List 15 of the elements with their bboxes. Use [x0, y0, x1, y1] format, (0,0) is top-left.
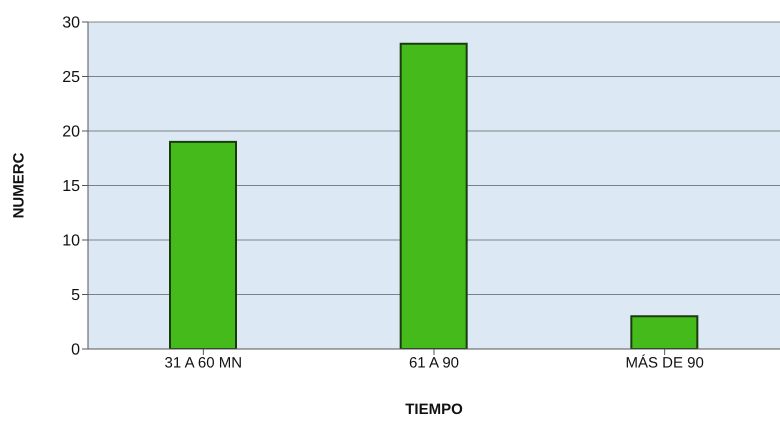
y-tick-label: 5	[71, 287, 80, 304]
y-tick-label: 15	[62, 178, 80, 196]
y-tick-label: 25	[62, 69, 80, 86]
y-tick-label: 10	[62, 232, 80, 250]
bar	[630, 315, 698, 349]
y-axis-title: NUMERC	[10, 152, 28, 218]
bar	[400, 42, 468, 349]
bar	[169, 140, 237, 349]
y-tick-label: 0	[71, 342, 80, 359]
y-tick-label: 20	[62, 124, 80, 141]
x-axis-title: TIEMPO	[405, 401, 464, 418]
y-tick-label: 30	[62, 14, 80, 32]
x-tick-label: 31 A 60 MN	[164, 354, 242, 372]
x-tick-label: 61 A 90	[408, 354, 460, 372]
x-tick-label: MÁS DE 90	[625, 354, 704, 372]
